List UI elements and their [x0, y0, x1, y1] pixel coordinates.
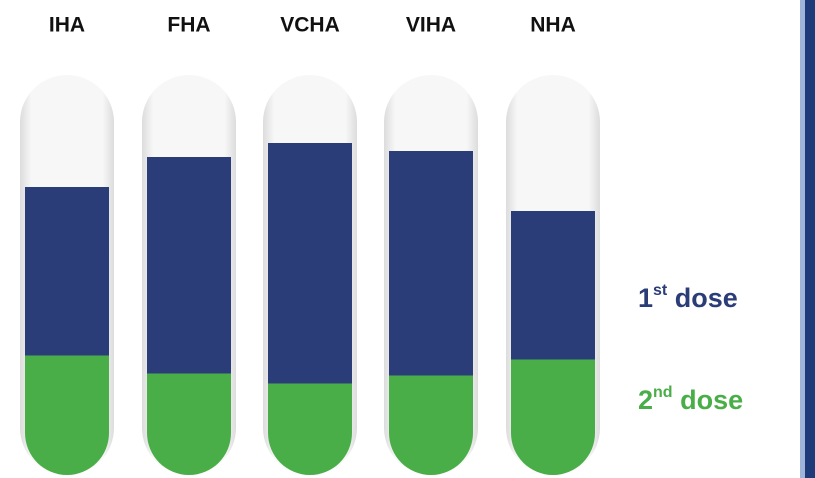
bar-segment — [389, 375, 473, 475]
bar-segment — [25, 355, 109, 475]
category-label: VIHA — [406, 14, 456, 37]
category-label: NHA — [530, 14, 576, 37]
category-label: FHA — [167, 14, 210, 37]
bar-segment — [511, 359, 595, 475]
tube-fill — [268, 143, 352, 475]
bar-segment — [147, 157, 231, 374]
bar-segment — [268, 383, 352, 475]
tube-fill — [25, 187, 109, 475]
side-panel — [805, 0, 815, 478]
bar-segment — [511, 211, 595, 360]
tube-fill — [511, 211, 595, 475]
bar-segment — [389, 151, 473, 376]
bar-segment — [25, 187, 109, 356]
legend-entry: 1st dose — [638, 282, 738, 313]
bar-segment — [268, 143, 352, 384]
tube-fill — [389, 151, 473, 475]
category-label: IHA — [49, 14, 85, 37]
category-label: VCHA — [280, 14, 340, 37]
legend-entry: 2nd dose — [638, 384, 743, 415]
tube-fill — [147, 157, 231, 475]
bar-segment — [147, 373, 231, 475]
